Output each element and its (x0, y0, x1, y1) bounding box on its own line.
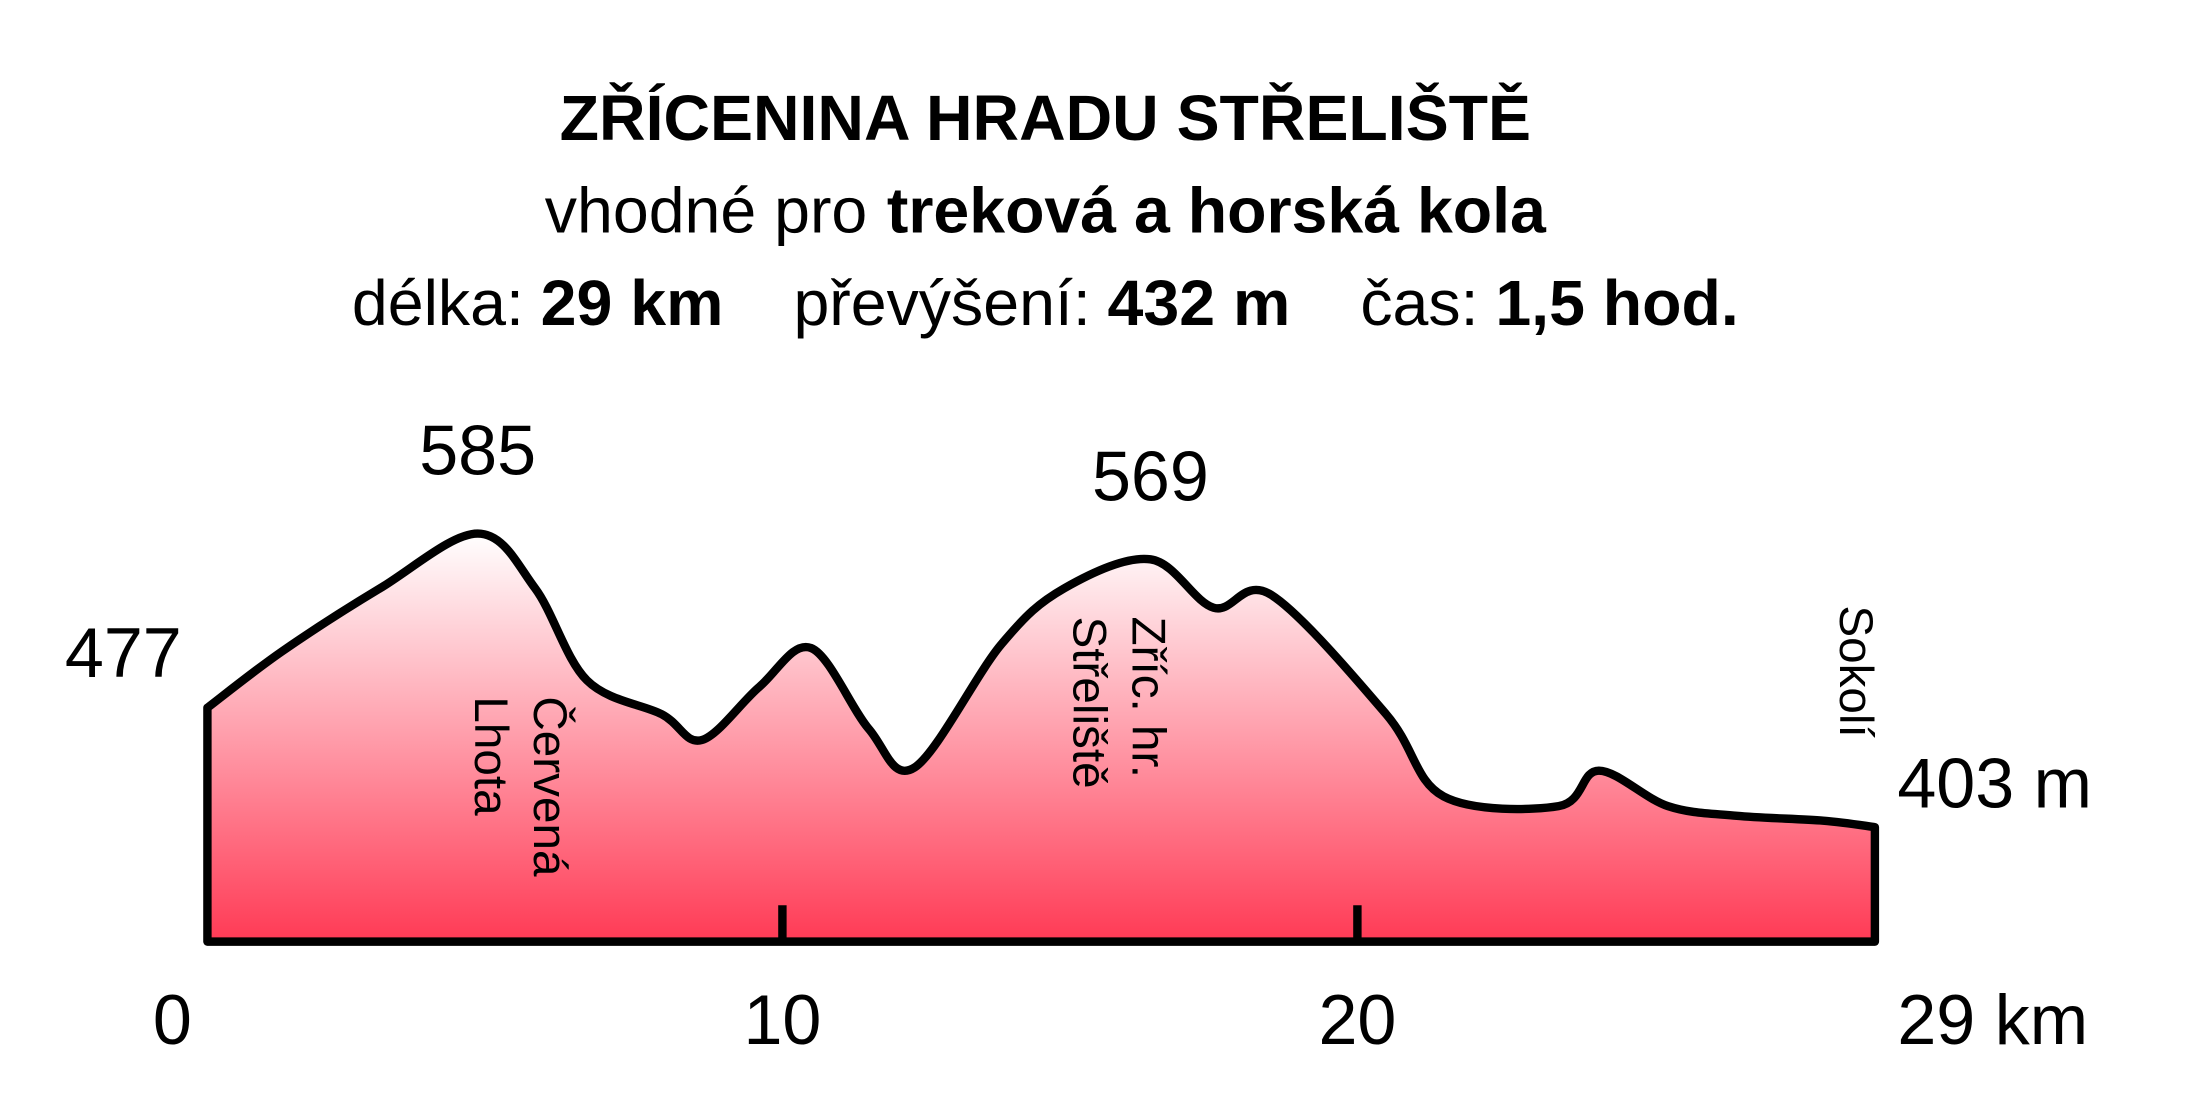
profile-line (203, 529, 1880, 946)
subtitle: vhodné pro treková a horská kola (545, 175, 1547, 247)
place-name: Sokolí (1829, 605, 1882, 737)
place-name: Zříc. hr. (1121, 617, 1174, 778)
x-tick-label: 20 (1318, 981, 1396, 1059)
x-tick-label: 10 (743, 981, 821, 1059)
place-name: Lhota (464, 696, 517, 816)
stat-value: 432 m (1108, 267, 1291, 339)
place-name: Střeliště (1062, 617, 1115, 789)
stats: délka: 29 km převýšení: 432 m čas: 1,5 hod. (352, 267, 1739, 339)
stat-label: čas: (1360, 267, 1478, 339)
value-label: 569 (1092, 438, 1209, 516)
value-label: 585 (419, 412, 536, 490)
x-tick-label: 29 km (1897, 981, 2088, 1059)
area (207, 533, 1875, 942)
stat-value: 1,5 hod. (1495, 267, 1738, 339)
x-tick-label: 0 (153, 981, 192, 1059)
value-label: 477 (65, 614, 182, 692)
stat-label: délka: (352, 267, 524, 339)
subtitle-text: vhodné pro (545, 175, 867, 247)
place-name: Červená (523, 696, 577, 877)
chart-title: ZŘÍCENINA HRADU STŘELIŠTĚ (560, 81, 1531, 154)
stat-label: převýšení: (793, 267, 1090, 339)
value-label: 403 m (1897, 744, 2092, 822)
subtitle-bold: treková a horská kola (887, 175, 1547, 247)
stat-value: 29 km (541, 267, 724, 339)
